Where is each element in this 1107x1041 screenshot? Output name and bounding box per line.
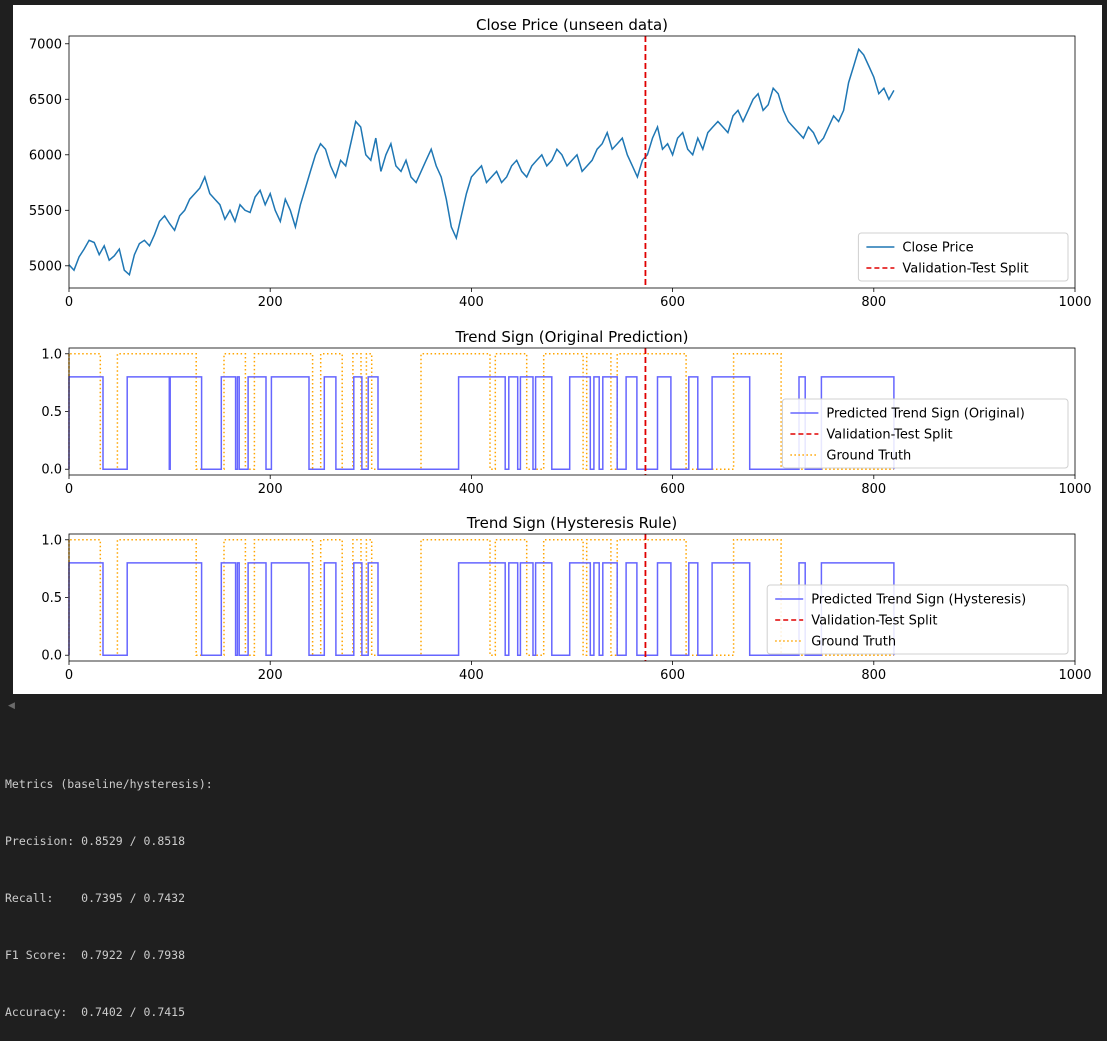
chart-1: Close Price (unseen data) 0 200 400 600 800 10… [29, 16, 1092, 310]
cell-output: Metrics (baseline/hysteresis): Precision… [5, 737, 213, 1041]
chart-title: Trend Sign (Original Prediction) [455, 328, 689, 346]
legend-label: Ground Truth [811, 635, 896, 650]
metric-recall: Recall: 0.7395 / 0.7432 [5, 891, 186, 905]
x-tick-label: 400 [459, 295, 484, 310]
figure-canvas: Close Price (unseen data) 0 200 400 600 800 10… [29, 16, 1092, 683]
x-tick-label: 400 [459, 668, 484, 683]
y-tick-label: 5000 [29, 259, 62, 274]
x-tick-label: 800 [861, 668, 886, 683]
y-tick-label: 0.5 [41, 405, 62, 420]
legend-label: Ground Truth [826, 449, 911, 464]
x-tick-label: 1000 [1058, 295, 1091, 310]
y-tick-label: 0.5 [41, 591, 62, 606]
y-tick-label: 7000 [29, 37, 62, 52]
close-price-line [68, 47, 895, 277]
metric-accuracy: Accuracy: 0.7402 / 0.7415 [5, 1005, 186, 1019]
scroll-left-arrow-icon[interactable]: ◀ [8, 701, 15, 711]
y-tick-label: 1.0 [41, 533, 62, 548]
metrics-header: Metrics (baseline/hysteresis): [5, 777, 213, 791]
x-tick-label: 200 [258, 295, 283, 310]
chart-title: Close Price (unseen data) [476, 16, 668, 34]
y-tick-label: 6500 [29, 93, 62, 108]
figure-panel: Close Price (unseen data) 0 200 400 600 800 10… [13, 5, 1102, 694]
legend-label: Validation-Test Split [811, 614, 937, 629]
legend: Predicted Trend Sign (Original) Validatio… [781, 398, 1069, 469]
y-tick-label: 0.0 [41, 463, 62, 478]
x-tick-label: 600 [660, 482, 685, 497]
y-tick-label: 5500 [29, 204, 62, 219]
x-tick-label: 0 [65, 295, 73, 310]
ground-truth-line [68, 539, 894, 656]
legend-label: Validation-Test Split [826, 428, 952, 443]
predicted-trend-line [68, 376, 895, 470]
metric-precision: Precision: 0.8529 / 0.8518 [5, 834, 186, 848]
x-tick-label: 800 [861, 482, 886, 497]
x-tick-label: 200 [258, 668, 283, 683]
x-tick-label: 600 [660, 295, 685, 310]
axes-frame [68, 347, 1076, 476]
legend-box [857, 232, 1069, 282]
axes-frame [68, 35, 1076, 289]
x-tick-label: 800 [861, 295, 886, 310]
x-tick-label: 200 [258, 482, 283, 497]
x-tick-label: 1000 [1058, 482, 1091, 497]
x-tick-label: 0 [65, 668, 73, 683]
y-tick-label: 6000 [29, 148, 62, 163]
x-tick-label: 1000 [1058, 668, 1091, 683]
legend-label: Close Price [902, 241, 973, 256]
legend: Predicted Trend Sign (Hysteresis) Validat… [766, 584, 1069, 655]
legend: Close Price Validation-Test Split [857, 232, 1069, 282]
chart-3: Trend Sign (Hysteresis Rule) 0 200 400 600 80… [41, 514, 1091, 683]
ground-truth-line [68, 353, 894, 470]
metric-f1-score: F1 Score: 0.7922 / 0.7938 [5, 948, 186, 962]
predicted-trend-line [68, 562, 895, 656]
axes-frame [68, 533, 1076, 662]
legend-label: Predicted Trend Sign (Hysteresis) [811, 593, 1026, 608]
y-tick-label: 0.0 [41, 649, 62, 664]
legend-label: Predicted Trend Sign (Original) [826, 407, 1024, 422]
legend-label: Validation-Test Split [902, 262, 1028, 277]
x-tick-label: 0 [65, 482, 73, 497]
legend-box [766, 584, 1069, 655]
x-tick-label: 600 [660, 668, 685, 683]
y-tick-label: 1.0 [41, 347, 62, 362]
chart-title: Trend Sign (Hysteresis Rule) [466, 514, 677, 532]
x-tick-label: 400 [459, 482, 484, 497]
legend-box [781, 398, 1069, 469]
chart-2: Trend Sign (Original Prediction) 0 200 400 6… [41, 328, 1091, 497]
